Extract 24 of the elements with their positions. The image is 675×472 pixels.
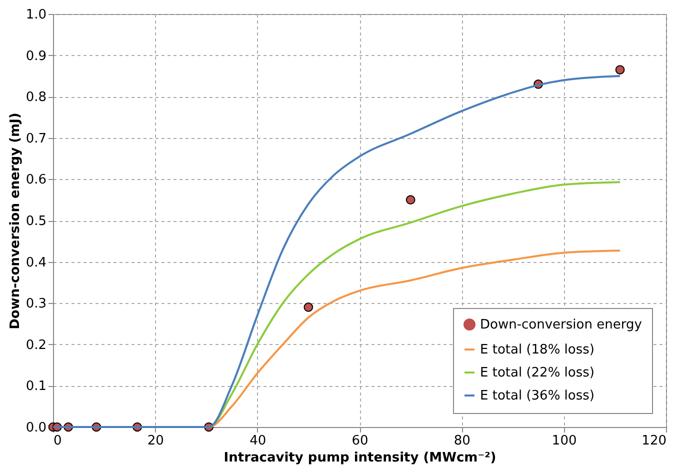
- y-tick-label: 0.3: [26, 296, 46, 312]
- y-tick-label: 0.8: [26, 90, 46, 106]
- y-tick-label: 0.9: [26, 48, 46, 64]
- x-tick-label: 100: [552, 434, 577, 448]
- y-tick-label: 0.1: [26, 379, 46, 394]
- y-tick-label: 1.0: [26, 8, 46, 22]
- y-tick-label: 0.2: [26, 338, 46, 353]
- y-tick-label: 0.4: [26, 255, 46, 270]
- y-tick-label: 0.0: [26, 420, 46, 436]
- x-tick-label: 40: [250, 434, 266, 448]
- legend-label: E total (22% loss): [480, 366, 594, 380]
- x-tick-label: 80: [454, 434, 470, 448]
- y-tick-label: 0.6: [26, 172, 46, 188]
- x-tick-label: 120: [642, 434, 666, 448]
- legend-label: E total (18% loss): [480, 342, 594, 358]
- x-axis-title: Intracavity pump intensity (MWcm⁻²): [224, 450, 496, 466]
- x-tick-label: 0: [54, 434, 62, 448]
- legend-label: Down-conversion energy: [480, 318, 642, 332]
- y-axis-title: Down-conversion energy (mJ): [8, 112, 23, 330]
- x-tick-label: 60: [352, 434, 368, 448]
- y-tick-label: 0.5: [26, 214, 46, 229]
- x-tick-label: 20: [147, 434, 164, 448]
- legend-label: E total (36% loss): [480, 388, 594, 404]
- y-tick-label: 0.7: [26, 131, 46, 146]
